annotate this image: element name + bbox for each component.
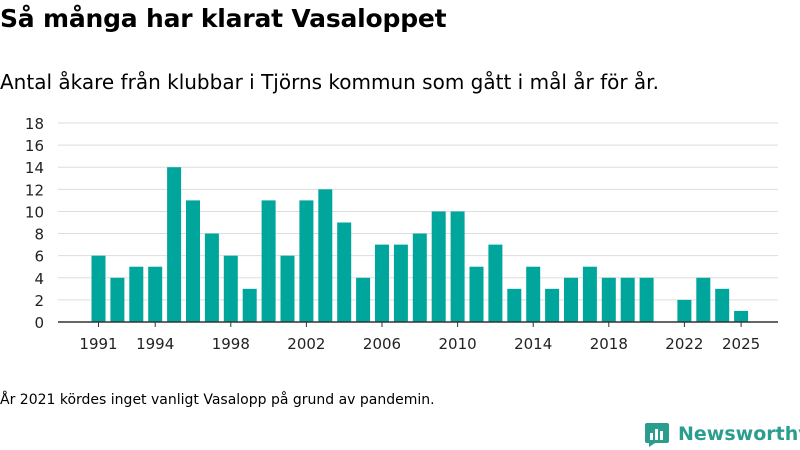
bar-2024 — [715, 288, 730, 322]
x-tick-label: 1994 — [136, 335, 174, 353]
footnote: År 2021 kördes inget vanligt Vasalopp på… — [0, 392, 435, 408]
newsworthy-logo-icon — [645, 423, 669, 447]
bar-2008 — [412, 233, 427, 322]
bar-2002 — [299, 200, 314, 322]
y-tick-label: 6 — [34, 248, 44, 266]
bar-2012 — [488, 244, 503, 322]
bar-2016 — [564, 277, 578, 322]
bar-2014 — [526, 266, 541, 322]
x-axis-ticks: 1991 1994 1998 2002 2006 2010 2014 2018 2022 2025 — [79, 322, 760, 353]
y-tick-label: 14 — [25, 159, 44, 177]
x-tick-label: 2006 — [363, 335, 401, 353]
y-tick-label: 8 — [34, 226, 44, 244]
bar-1998 — [223, 255, 238, 322]
x-tick-label: 2018 — [590, 335, 628, 353]
x-tick-label: 1991 — [79, 335, 117, 353]
bar-2013 — [507, 288, 522, 322]
bar-1992 — [110, 277, 125, 322]
bar-2003 — [318, 189, 333, 322]
brand-logo: Newsworthy — [644, 420, 800, 448]
bar-1999 — [242, 288, 257, 322]
bar-2006 — [375, 244, 389, 322]
y-tick-label: 0 — [34, 314, 44, 332]
y-tick-label: 12 — [25, 181, 44, 199]
bar-2011 — [469, 266, 484, 322]
bar-2007 — [393, 244, 408, 322]
x-tick-label: 2022 — [665, 335, 703, 353]
bar-2022 — [677, 299, 692, 322]
bar-1994 — [148, 266, 163, 322]
bar-2005 — [356, 277, 371, 322]
bar-2015 — [545, 288, 560, 322]
bar-2018 — [601, 277, 616, 322]
bar-2020 — [639, 277, 654, 322]
x-tick-label: 1998 — [212, 335, 250, 353]
y-axis-ticks: 0 2 4 6 8 10 12 14 16 18 — [25, 115, 44, 332]
bars — [91, 167, 749, 322]
bar-2004 — [337, 222, 352, 322]
bar-1993 — [129, 266, 144, 322]
bar-2001 — [280, 255, 295, 322]
x-tick-label: 2025 — [722, 335, 760, 353]
chart-subtitle: Antal åkare från klubbar i Tjörns kommun… — [0, 70, 659, 94]
bar-2025 — [734, 310, 749, 322]
brand-name: Newsworthy — [678, 423, 800, 445]
bar-2000 — [261, 200, 276, 322]
bar-2010 — [450, 211, 465, 322]
y-tick-label: 16 — [25, 137, 44, 155]
bar-1991 — [91, 255, 106, 322]
bar-2023 — [696, 277, 711, 322]
bar-1997 — [204, 233, 219, 322]
bar-2009 — [431, 211, 446, 322]
y-tick-label: 2 — [34, 292, 44, 310]
bar-1995 — [167, 167, 182, 322]
y-tick-label: 4 — [34, 270, 44, 288]
y-tick-label: 18 — [25, 115, 44, 133]
x-tick-label: 2010 — [439, 335, 477, 353]
bar-2019 — [620, 277, 635, 322]
chart-title: Så många har klarat Vasaloppet — [0, 4, 447, 33]
bar-1996 — [186, 200, 200, 322]
x-tick-label: 2014 — [514, 335, 552, 353]
bar-2017 — [582, 266, 597, 322]
y-tick-label: 10 — [25, 203, 44, 221]
x-tick-label: 2002 — [287, 335, 325, 353]
